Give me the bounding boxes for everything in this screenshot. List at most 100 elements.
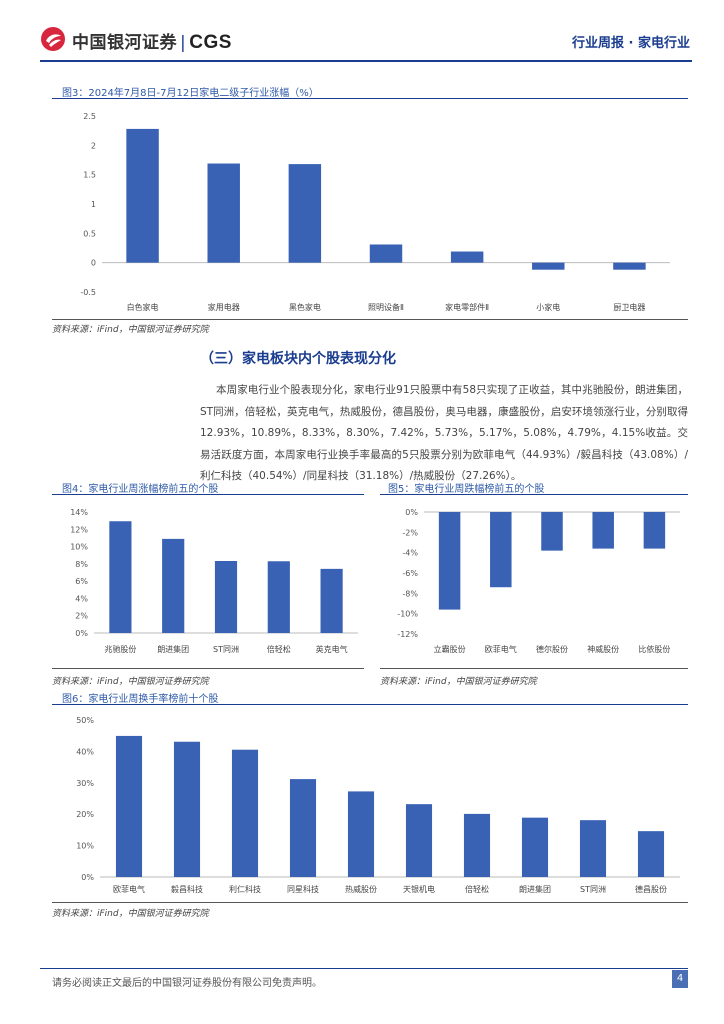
fig4-bar (267, 561, 290, 633)
fig3-bar (207, 163, 240, 263)
figure3-title: 图3：2024年7月8日-7月12日家电二级子行业涨幅（%） (62, 88, 319, 99)
fig6-ytick-label: 0% (81, 873, 94, 882)
footer-divider (40, 968, 688, 969)
figure6-top-rule (52, 704, 688, 705)
figure5-bottom-rule (380, 668, 688, 669)
fig5-ytick-label: 0% (405, 508, 418, 517)
figure6-title: 图6：家电行业周换手率榜前十个股 (62, 694, 219, 705)
fig6-category-label: 同星科技 (287, 884, 319, 894)
brand-en: CGS (189, 32, 232, 53)
fig6-category-label: 倍轻松 (465, 884, 489, 894)
fig6-bar (405, 804, 433, 877)
fig3-category-label: 黑色家电 (289, 302, 321, 312)
fig5-bar (541, 512, 563, 551)
fig6-ytick-label: 40% (76, 747, 94, 756)
fig4-category-label: 英克电气 (316, 644, 348, 654)
fig3-ytick-label: 2 (91, 141, 96, 150)
fig4-ytick-label: 4% (75, 594, 88, 603)
fig6-bar (289, 779, 317, 877)
fig5-bar (592, 512, 614, 549)
fig6-bar (347, 791, 375, 877)
fig6-category-label: 毅昌科技 (171, 884, 203, 894)
figure3-top-rule (52, 98, 688, 99)
fig5-bar (438, 512, 461, 610)
fig4-category-label: 倍轻松 (267, 644, 291, 654)
fig4-ytick-label: 6% (75, 577, 88, 586)
fig6-ytick-label: 30% (76, 779, 94, 788)
fig4-ytick-label: 12% (70, 525, 88, 534)
fig5-category-label: 欧菲电气 (485, 644, 517, 654)
fig5-category-label: 立霸股份 (434, 644, 466, 654)
figure3-bottom-rule (52, 319, 688, 320)
figure5-top-rule (380, 494, 688, 495)
fig5-category-label: 比依股份 (638, 644, 670, 654)
fig5-bar (643, 512, 666, 549)
fig4-ytick-label: 14% (70, 508, 88, 517)
fig5-ytick-label: -10% (397, 610, 418, 619)
fig5-ytick-label: -6% (402, 569, 418, 578)
figure6-chart: 0% 10% 20% 30% 40% 50% 欧菲电气 毅昌科技 利仁科技 同星科技 热威股份 天银机… (76, 716, 680, 894)
fig6-category-label: 天银机电 (403, 884, 435, 894)
fig5-ytick-label: -2% (402, 528, 418, 537)
fig5-category-label: 神威股份 (587, 644, 619, 654)
figure6-source: 资料来源：iFind，中国银河证券研究院 (52, 909, 209, 919)
fig4-category-label: 兆驰股份 (104, 644, 136, 654)
figure3-chart: -0.5 0 0.5 1 1.5 2 2.5 白色家电 家用电器 黑色家电 照明设备Ⅱ 家电零部件Ⅱ 小… (80, 112, 670, 312)
fig6-bar (637, 831, 665, 877)
fig4-ytick-label: 0% (75, 629, 88, 638)
fig6-category-label: 热威股份 (345, 884, 377, 894)
figure4-chart: 0% 2% 4% 6% 8% 10% 12% 14% 兆驰股份 朗进集团 ST同洲 倍轻松 英克电气 (70, 508, 358, 654)
fig3-bar (369, 244, 403, 263)
cgs-logo-icon (41, 27, 65, 51)
fig6-ytick-label: 50% (76, 716, 94, 725)
figure5-source: 资料来源：iFind，中国银河证券研究院 (380, 677, 537, 687)
fig4-bar (320, 568, 343, 633)
brand-separator: | (180, 33, 187, 53)
fig3-bar (613, 262, 646, 270)
fig3-ytick-label: 1 (91, 200, 96, 209)
section-heading: （三）家电板块内个股表现分化 (200, 351, 396, 367)
fig3-ytick-label: 0.5 (83, 229, 96, 238)
fig6-ytick-label: 20% (76, 810, 94, 819)
fig6-category-label: 朗进集团 (519, 884, 551, 894)
fig3-ytick-label: 0 (91, 259, 96, 268)
fig4-category-label: 朗进集团 (157, 644, 189, 654)
fig4-bar (109, 521, 132, 633)
fig5-bar (490, 512, 512, 588)
figure3-source: 资料来源：iFind，中国银河证券研究院 (52, 325, 209, 335)
fig6-category-label: 利仁科技 (229, 884, 261, 894)
fig5-ytick-label: -8% (402, 589, 418, 598)
fig6-bar (231, 749, 259, 877)
fig3-bar (532, 262, 565, 270)
brand-cn: 中国银河证券 (72, 33, 177, 53)
body-paragraph: 本周家电行业个股表现分化，家电行业91只股票中有58只实现了正收益，其中兆驰股份… (200, 384, 688, 482)
fig6-category-label: 欧菲电气 (113, 884, 145, 894)
fig3-category-label: 家用电器 (208, 302, 240, 312)
fig3-bar (126, 128, 159, 263)
figure4-title: 图4：家电行业周涨幅榜前五的个股 (62, 484, 219, 495)
fig3-category-label: 小家电 (536, 302, 560, 312)
fig6-bar (579, 820, 607, 877)
fig3-bar (288, 164, 322, 263)
fig3-category-label: 白色家电 (127, 302, 159, 312)
fig5-ytick-label: -12% (397, 630, 418, 639)
fig6-bar (521, 817, 549, 877)
fig6-bar (115, 735, 143, 877)
fig3-ytick-label: -0.5 (80, 288, 96, 297)
fig4-ytick-label: 10% (70, 543, 88, 552)
footer-disclaimer: 请务必阅读正文最后的中国银河证券股份有限公司免责声明。 (52, 978, 322, 989)
fig3-ytick-label: 1.5 (83, 171, 96, 180)
fig6-bar (463, 813, 491, 877)
fig4-ytick-label: 2% (75, 612, 88, 621)
page-number: 4 (672, 970, 688, 988)
brand-name: 中国银河证券 | CGS (72, 28, 232, 54)
figure5-title: 图5：家电行业周跌幅榜前五的个股 (388, 484, 545, 495)
figure4-source: 资料来源：iFind，中国银河证券研究院 (52, 677, 209, 687)
fig4-bar (214, 561, 238, 633)
figure6-bottom-rule (52, 902, 688, 903)
fig4-ytick-label: 8% (75, 560, 88, 569)
fig4-category-label: ST同洲 (213, 645, 239, 654)
report-type: 行业周报 · 家电行业 (572, 36, 690, 51)
header-divider (40, 60, 692, 62)
fig5-category-label: 德尔股份 (536, 644, 568, 654)
